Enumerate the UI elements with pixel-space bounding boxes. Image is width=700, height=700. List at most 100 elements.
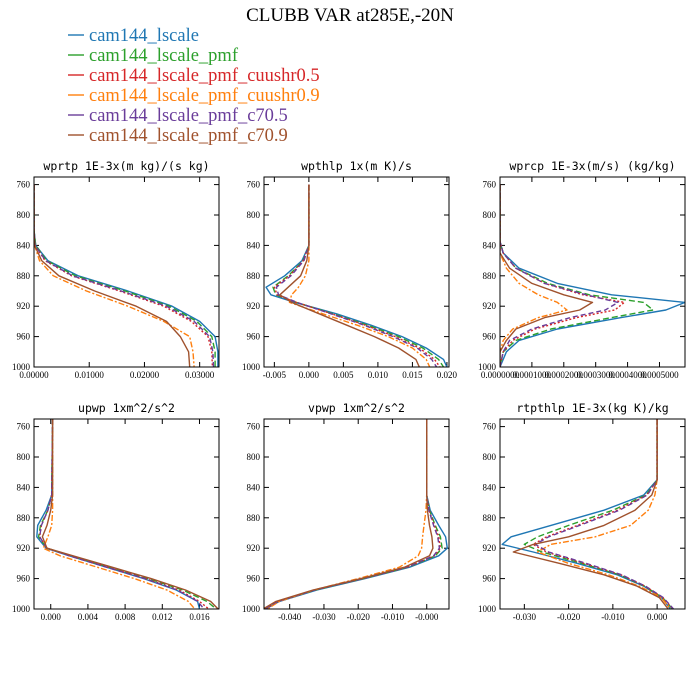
- panel-title: wprtp 1E-3x(m kg)/(s kg): [43, 159, 209, 173]
- panel-title: wprcp 1E-3x(m/s) (kg/kg): [509, 159, 675, 173]
- x-tick-label: -0.020: [347, 612, 371, 622]
- x-tick-label: 0.010: [368, 370, 389, 380]
- legend-entry: cam144_lscale_pmf_c70.9: [68, 126, 288, 146]
- y-tick-label: 800: [17, 210, 31, 220]
- y-tick-label: 960: [483, 332, 497, 342]
- series-line: [265, 419, 448, 609]
- series-line: [534, 419, 675, 609]
- legend-label: cam144_lscale_pmf_cuushr0.9: [89, 86, 320, 106]
- y-tick-label: 1000: [242, 604, 261, 614]
- series-line: [265, 184, 448, 367]
- chart-panel: upwp 1xm^2/s^2 760 800 840 880 920 960 1000 0.00…: [12, 401, 220, 622]
- series-line: [34, 184, 219, 367]
- y-tick-label: 960: [247, 332, 261, 342]
- series-line: [500, 184, 568, 367]
- series-line: [500, 184, 685, 367]
- x-tick-label: 0.000: [41, 612, 62, 622]
- series-line: [500, 184, 594, 367]
- chart-panel: wprtp 1E-3x(m kg)/(s kg) 760 800 840 880 920 9…: [12, 159, 220, 380]
- series-line: [273, 184, 441, 367]
- series-line: [267, 419, 428, 609]
- y-tick-label: 760: [483, 180, 497, 190]
- y-tick-label: 920: [17, 543, 31, 553]
- legend-label: cam144_lscale_pmf_cuushr0.5: [89, 66, 320, 86]
- y-tick-label: 1000: [478, 362, 497, 372]
- plot-frame: [263, 176, 450, 368]
- legend-label: cam144_lscale: [89, 26, 199, 46]
- x-tick-label: 0.000: [299, 370, 320, 380]
- plot-frame: [33, 176, 220, 368]
- x-tick-label: 0.03000: [185, 370, 215, 380]
- x-tick-label: 0.008: [115, 612, 136, 622]
- chart-panel: vpwp 1xm^2/s^2 760 800 840 880 920 960 1000 -0.0…: [242, 401, 450, 622]
- plot-frame: [263, 418, 450, 610]
- y-tick-label: 800: [17, 452, 31, 462]
- y-tick-label: 920: [483, 301, 497, 311]
- series-group: [264, 419, 448, 609]
- x-tick-label: 0.005: [333, 370, 354, 380]
- y-tick-label: 960: [17, 332, 31, 342]
- chart-panel: rtpthlp 1E-3x(kg K)/kg 760 800 840 880 920 960…: [478, 401, 686, 622]
- y-tick-label: 760: [483, 422, 497, 432]
- x-tick-label: 0.0001000: [513, 370, 552, 380]
- series-line: [272, 184, 445, 367]
- x-tick-label: -0.030: [312, 612, 336, 622]
- x-tick-label: 0.01000: [75, 370, 105, 380]
- series-line: [42, 419, 196, 609]
- y-tick-label: 1000: [12, 604, 31, 614]
- series-line: [37, 419, 217, 609]
- series-line: [38, 419, 205, 609]
- y-tick-label: 1000: [12, 362, 31, 372]
- y-tick-label: 920: [247, 301, 261, 311]
- y-tick-label: 920: [483, 543, 497, 553]
- x-tick-label: 0.0004000: [608, 370, 647, 380]
- x-tick-label: 0.020: [437, 370, 458, 380]
- series-line: [501, 419, 671, 609]
- x-tick-label: 0.0002000: [545, 370, 584, 380]
- y-tick-label: 960: [247, 574, 261, 584]
- y-tick-label: 840: [247, 482, 261, 492]
- x-tick-label: -0.005: [263, 370, 287, 380]
- x-tick-label: -0.010: [601, 612, 625, 622]
- panel-title: upwp 1xm^2/s^2: [78, 401, 175, 415]
- x-tick-label: -0.010: [381, 612, 405, 622]
- series-line: [41, 419, 219, 609]
- plot-frame: [33, 418, 220, 610]
- y-tick-label: 960: [483, 574, 497, 584]
- series-group: [36, 419, 219, 609]
- panel-title: rtpthlp 1E-3x(kg K)/kg: [516, 401, 668, 415]
- chart-panel: wprcp 1E-3x(m/s) (kg/kg) 760 800 840 880 920 9…: [478, 159, 686, 380]
- y-tick-label: 840: [247, 240, 261, 250]
- x-tick-label: 0.016: [189, 612, 210, 622]
- series-line: [34, 184, 195, 367]
- series-line: [34, 184, 191, 367]
- y-tick-label: 1000: [478, 604, 497, 614]
- y-tick-label: 880: [483, 271, 497, 281]
- legend-entry: cam144_lscale_pmf_cuushr0.5: [68, 66, 320, 86]
- series-line: [38, 419, 210, 609]
- x-tick-label: 0.004: [78, 612, 99, 622]
- x-tick-label: 0.0005000: [640, 370, 679, 380]
- series-group: [34, 184, 219, 367]
- plot-frame: [499, 176, 686, 368]
- series-line: [536, 419, 671, 609]
- legend-entry: cam144_lscale_pmf_cuushr0.9: [68, 86, 320, 106]
- y-tick-label: 800: [247, 210, 261, 220]
- series-group: [501, 419, 675, 609]
- figure-title: CLUBB VAR at285E,-20N: [246, 5, 454, 26]
- panel-title: vpwp 1xm^2/s^2: [308, 401, 405, 415]
- y-tick-label: 880: [483, 513, 497, 523]
- legend-label: cam144_lscale_pmf_c70.5: [89, 106, 288, 126]
- y-tick-label: 920: [247, 543, 261, 553]
- series-line: [34, 184, 215, 367]
- x-tick-label: 0.015: [402, 370, 423, 380]
- series-group: [265, 184, 448, 367]
- series-line: [275, 184, 438, 367]
- x-tick-label: -0.020: [557, 612, 581, 622]
- series-line: [264, 419, 441, 609]
- legend-label: cam144_lscale_pmf_c70.9: [89, 126, 288, 146]
- y-tick-label: 880: [17, 513, 31, 523]
- series-line: [500, 184, 619, 367]
- panel-title: wpthlp 1x(m K)/s: [301, 159, 412, 173]
- y-tick-label: 880: [247, 513, 261, 523]
